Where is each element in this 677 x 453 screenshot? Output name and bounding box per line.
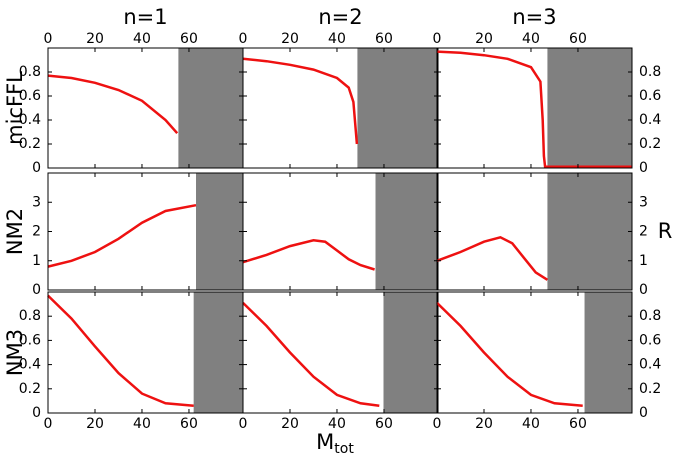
- y-tick-label: 0: [639, 160, 648, 176]
- shaded-region: [375, 173, 438, 290]
- x-tick-label: 40: [133, 31, 151, 47]
- x-tick-label: 40: [328, 31, 346, 47]
- x-tick-label: 60: [180, 31, 198, 47]
- shaded-region: [178, 48, 243, 168]
- y-tick-label: 0.4: [639, 357, 661, 373]
- y-tick-label: 0.8: [639, 308, 661, 324]
- row-label: micFFL: [3, 71, 27, 145]
- x-axis-label: Mtot: [316, 430, 354, 453]
- x-tick-label: 40: [522, 31, 540, 47]
- y-tick-label: 1: [639, 253, 648, 269]
- x-tick-label: 20: [475, 416, 493, 432]
- curve: [242, 57, 359, 145]
- shaded-region: [383, 292, 438, 413]
- y-tick-label: 0: [639, 405, 648, 421]
- right-axis-label: R: [658, 219, 673, 243]
- y-tick-label: 0.6: [639, 88, 661, 104]
- panel-frame: [242, 47, 439, 169]
- shaded-region: [547, 48, 632, 168]
- y-tick-label: 0.2: [639, 136, 661, 152]
- shaded-region: [196, 173, 243, 290]
- shaded-region: [193, 292, 243, 413]
- column-title: n=2: [318, 5, 362, 29]
- x-tick-label: 0: [433, 31, 442, 47]
- x-label-main: M: [316, 430, 334, 453]
- y-tick-label: 3: [639, 194, 648, 210]
- panel-frame: [436, 47, 633, 169]
- column-title: n=1: [123, 5, 167, 29]
- y-tick-label: 0.4: [19, 357, 41, 373]
- x-tick-label: 60: [180, 416, 198, 432]
- x-tick-label: 20: [281, 31, 299, 47]
- shaded-region: [584, 292, 632, 413]
- x-tick-label: 20: [281, 416, 299, 432]
- shaded-region: [357, 48, 438, 168]
- y-tick-label: 0.4: [639, 112, 661, 128]
- y-tick-label: 0.2: [19, 381, 41, 397]
- x-tick-label: 60: [375, 31, 393, 47]
- y-tick-label: 3: [32, 194, 41, 210]
- curve: [436, 302, 583, 407]
- y-tick-label: 0.8: [19, 308, 41, 324]
- x-tick-label: 0: [44, 31, 53, 47]
- y-tick-label: 0.2: [19, 136, 41, 152]
- y-tick-label: 0: [32, 405, 41, 421]
- x-tick-label: 40: [522, 416, 540, 432]
- y-tick-label: 0: [32, 160, 41, 176]
- x-tick-label: 20: [86, 31, 104, 47]
- x-tick-label: 60: [375, 416, 393, 432]
- row-label: NM2: [3, 208, 27, 255]
- curve: [47, 203, 197, 268]
- curve: [436, 235, 549, 281]
- panel-frame: [242, 291, 439, 414]
- x-tick-label: 0: [433, 416, 442, 432]
- y-tick-label: 0.8: [19, 64, 41, 80]
- y-tick-label: 0.8: [639, 64, 661, 80]
- shaded-region: [547, 173, 632, 290]
- x-tick-label: 40: [133, 416, 151, 432]
- y-tick-label: 0.6: [639, 332, 661, 348]
- curve: [47, 294, 194, 407]
- column-title: n=3: [512, 5, 556, 29]
- panel-frame: [436, 172, 633, 291]
- curve: [242, 239, 375, 271]
- y-tick-label: 0.4: [19, 112, 41, 128]
- curve: [242, 302, 380, 407]
- y-tick-label: 0.6: [19, 88, 41, 104]
- x-tick-label: 20: [475, 31, 493, 47]
- x-tick-label: 20: [86, 416, 104, 432]
- y-tick-label: 0: [639, 282, 648, 298]
- row-label: NM3: [3, 329, 27, 376]
- y-tick-label: 0: [32, 282, 41, 298]
- x-tick-label: 0: [239, 416, 248, 432]
- y-tick-label: 2: [32, 224, 41, 240]
- x-tick-label: 60: [569, 416, 587, 432]
- curve: [436, 50, 632, 169]
- y-tick-label: 2: [639, 224, 648, 240]
- curve: [47, 74, 179, 135]
- x-tick-label: 40: [328, 416, 346, 432]
- panel-frame: [436, 291, 633, 414]
- y-tick-label: 1: [32, 253, 41, 269]
- x-label-sub: tot: [334, 441, 354, 453]
- x-tick-label: 60: [569, 31, 587, 47]
- x-tick-label: 0: [239, 31, 248, 47]
- y-tick-label: 0.2: [639, 381, 661, 397]
- x-tick-label: 0: [44, 416, 53, 432]
- y-tick-label: 0.6: [19, 332, 41, 348]
